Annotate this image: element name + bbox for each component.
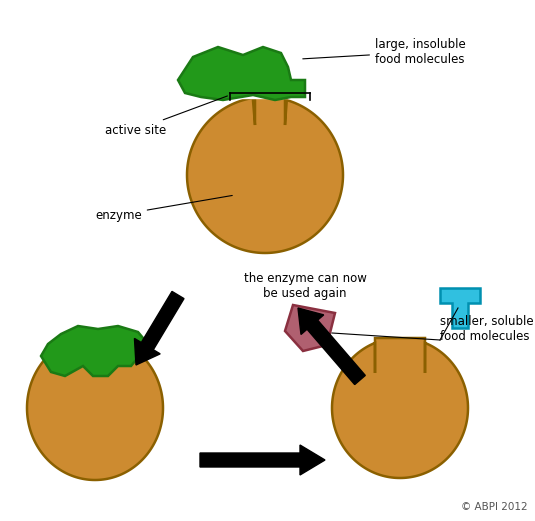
- Polygon shape: [230, 95, 310, 98]
- Text: the enzyme can now
be used again: the enzyme can now be used again: [243, 272, 366, 300]
- Text: active site: active site: [105, 96, 227, 137]
- Polygon shape: [41, 326, 148, 376]
- Text: smaller, soluble
food molecules: smaller, soluble food molecules: [440, 315, 533, 343]
- Text: large, insoluble
food molecules: large, insoluble food molecules: [303, 38, 466, 66]
- Polygon shape: [27, 336, 163, 480]
- Text: enzyme: enzyme: [95, 195, 232, 221]
- Polygon shape: [187, 97, 343, 253]
- FancyArrow shape: [134, 291, 184, 365]
- Polygon shape: [285, 305, 335, 351]
- Text: © ABPI 2012: © ABPI 2012: [461, 502, 528, 512]
- Polygon shape: [178, 47, 305, 100]
- FancyArrow shape: [200, 445, 325, 475]
- Polygon shape: [440, 288, 480, 328]
- FancyArrow shape: [298, 308, 365, 384]
- Polygon shape: [332, 338, 468, 478]
